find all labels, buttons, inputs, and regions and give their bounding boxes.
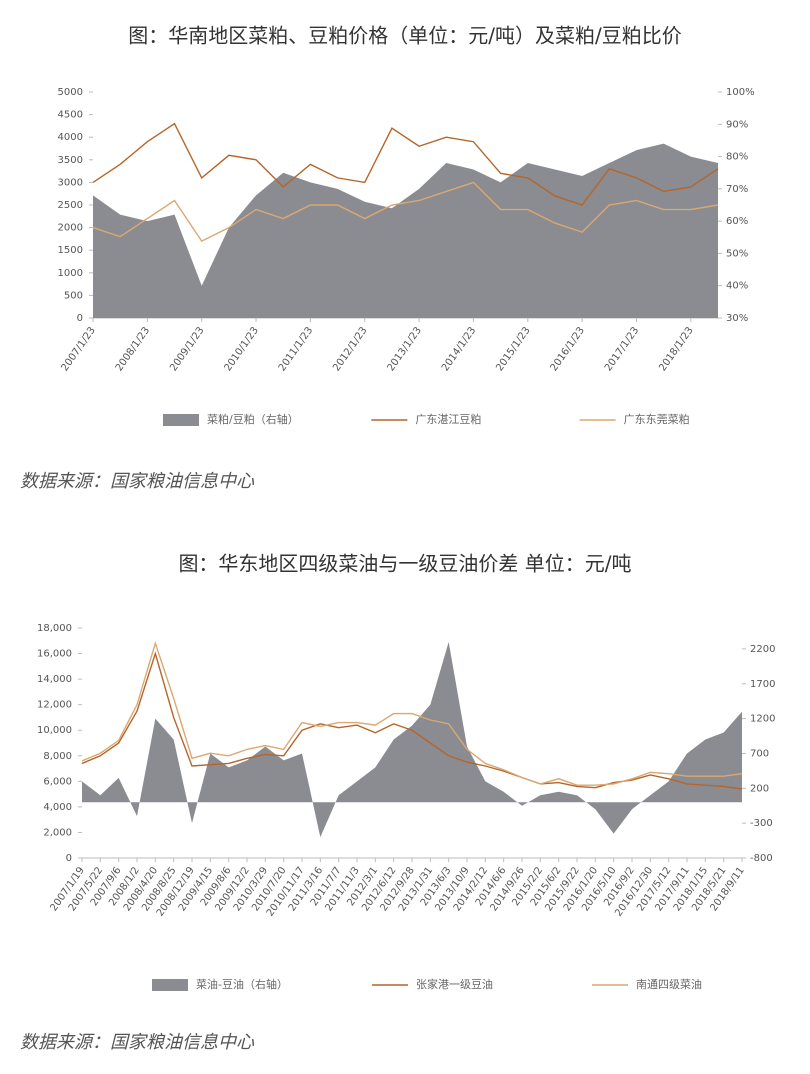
- line: [92, 181, 719, 243]
- y-tick-label: 0: [66, 853, 72, 864]
- source: 数据来源：国家粮油信息中心: [20, 471, 255, 492]
- source: 数据来源：国家粮油信息中心: [20, 1032, 255, 1053]
- legend-label: 张家港一级豆油: [416, 977, 493, 991]
- y-tick-label: 3500: [58, 155, 83, 166]
- line: [81, 641, 743, 786]
- y-tick-label: 12,000: [37, 700, 72, 711]
- x-tick-label: 2009/1/23: [168, 325, 206, 373]
- legend-label: 菜油-豆油（右轴）: [196, 977, 288, 991]
- y2-tick-label: 1200: [750, 714, 775, 725]
- y2-tick-label: 60%: [726, 216, 748, 227]
- x-tick-label: 2012/1/23: [331, 325, 369, 373]
- y-tick-label: 500: [64, 290, 83, 301]
- legend-label: 广东湛江豆粕: [415, 412, 481, 426]
- y-tick-label: 16,000: [37, 649, 72, 660]
- y-tick-label: 4000: [58, 132, 83, 143]
- area: [93, 143, 718, 318]
- legend-swatch: [163, 414, 199, 426]
- y-tick-label: 6,000: [43, 776, 72, 787]
- y-tick-label: 3000: [58, 177, 83, 188]
- y2-tick-label: 70%: [726, 184, 748, 195]
- y-tick-label: 1500: [58, 245, 83, 256]
- x-tick-label: 2013/1/23: [386, 325, 424, 373]
- y2-tick-label: 50%: [726, 248, 748, 259]
- y-tick-label: 8,000: [43, 751, 72, 762]
- y-tick-label: 2000: [58, 223, 83, 234]
- x-tick-label: 2008/1/23: [114, 325, 152, 373]
- y2-tick-label: -800: [750, 853, 773, 864]
- legend-label: 菜粕/豆粕（右轴）: [207, 412, 299, 426]
- x-tick-label: 2018/1/23: [657, 325, 695, 373]
- x-tick-label: 2015/1/23: [494, 325, 532, 373]
- y-tick-label: 5000: [58, 87, 83, 98]
- y2-tick-label: 1700: [750, 679, 775, 690]
- line: [81, 651, 743, 790]
- y2-tick-label: 100%: [726, 87, 755, 98]
- y-tick-label: 4,000: [43, 802, 72, 813]
- y2-tick-label: 30%: [726, 313, 748, 324]
- area: [82, 641, 742, 838]
- y2-tick-label: 2200: [750, 644, 775, 655]
- x-tick-label: 2007/1/23: [59, 325, 97, 373]
- legend-label: 南通四级菜油: [636, 977, 702, 991]
- y-tick-label: 2500: [58, 200, 83, 211]
- y-tick-label: 10,000: [37, 725, 72, 736]
- y-tick-label: 2,000: [43, 827, 72, 838]
- x-tick-label: 2010/1/23: [223, 325, 261, 373]
- x-tick-label: 2016/1/23: [549, 325, 587, 373]
- y2-tick-label: 40%: [726, 281, 748, 292]
- y-tick-label: 4500: [58, 110, 83, 121]
- line: [92, 122, 719, 206]
- x-tick-label: 2014/1/23: [440, 325, 478, 373]
- chart-title: 图：华南地区菜粕、豆粕价格（单位：元/吨）及菜粕/豆粕比价: [128, 24, 681, 48]
- y2-tick-label: 700: [750, 748, 769, 759]
- legend-label: 广东东莞菜粕: [624, 412, 690, 426]
- y2-tick-label: -300: [750, 818, 773, 829]
- y2-tick-label: 200: [750, 783, 769, 794]
- legend-swatch: [152, 979, 188, 991]
- y-tick-label: 14,000: [37, 674, 72, 685]
- y-tick-label: 18,000: [37, 623, 72, 634]
- x-tick-label: 2017/1/23: [603, 325, 641, 373]
- y2-tick-label: 80%: [726, 152, 748, 163]
- chart-title: 图：华东地区四级菜油与一级豆油价差 单位：元/吨: [178, 552, 631, 576]
- y-tick-label: 1000: [58, 268, 83, 279]
- x-tick-label: 2011/1/23: [277, 325, 315, 373]
- y2-tick-label: 90%: [726, 119, 748, 130]
- y-tick-label: 0: [77, 313, 83, 324]
